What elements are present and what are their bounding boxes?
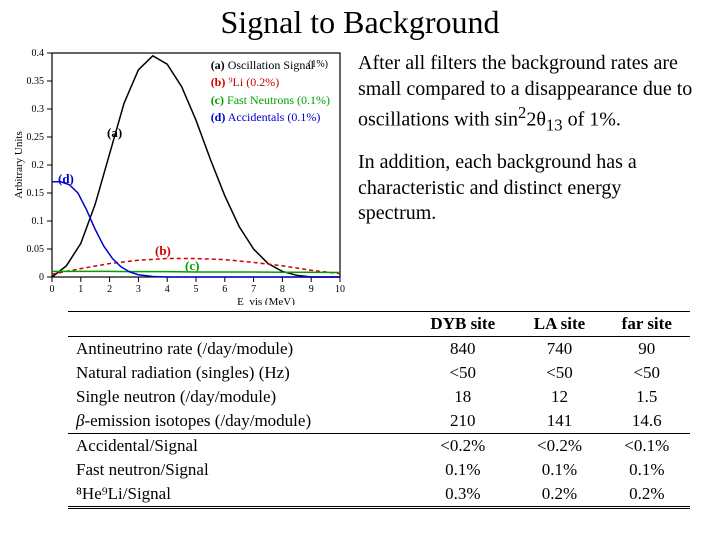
table-cell: 1.5	[604, 385, 690, 409]
table-header: LA site	[515, 312, 603, 337]
table-cell: 0.1%	[515, 458, 603, 482]
table-header: far site	[604, 312, 690, 337]
table-cell: <0.2%	[410, 434, 515, 459]
table-cell: Accidental/Signal	[68, 434, 410, 459]
rates-table: DYB siteLA sitefar site Antineutrino rate…	[68, 311, 690, 509]
table-cell: Fast neutron/Signal	[68, 458, 410, 482]
table-cell: 0.1%	[604, 458, 690, 482]
svg-text:0.25: 0.25	[27, 132, 45, 143]
svg-text:0: 0	[39, 272, 44, 283]
table-cell: 141	[515, 409, 603, 434]
svg-text:0.4: 0.4	[32, 48, 45, 59]
table-cell: ⁸He⁹Li/Signal	[68, 482, 410, 508]
svg-text:2: 2	[107, 284, 112, 295]
svg-text:E_vis (MeV): E_vis (MeV)	[237, 296, 295, 305]
table-cell: 18	[410, 385, 515, 409]
table-cell: <50	[410, 361, 515, 385]
table-header: DYB site	[410, 312, 515, 337]
table-header	[68, 312, 410, 337]
curve-label: (a)	[107, 125, 122, 141]
legend-item: (b) ⁹Li (0.2%)	[211, 74, 330, 91]
table-cell: 740	[515, 337, 603, 362]
svg-text:9: 9	[309, 284, 314, 295]
svg-text:0.05: 0.05	[27, 244, 45, 255]
table-cell: Single neutron (/day/module)	[68, 385, 410, 409]
svg-text:5: 5	[194, 284, 199, 295]
energy-spectrum-chart: 0 1 2 3 4 5 6 7 8 9 10 0 0.05 0.1 0.15 0.2 0.25 0.3 0.35 0.…	[10, 45, 350, 305]
svg-text:0: 0	[50, 284, 55, 295]
table-cell: 0.3%	[410, 482, 515, 508]
svg-text:0.3: 0.3	[32, 104, 45, 115]
svg-text:0.35: 0.35	[27, 76, 45, 87]
svg-text:8: 8	[280, 284, 285, 295]
svg-text:4: 4	[165, 284, 170, 295]
table-cell: <0.2%	[515, 434, 603, 459]
table-cell: β-emission isotopes (/day/module)	[68, 409, 410, 434]
svg-text:0.15: 0.15	[27, 188, 45, 199]
table-cell: 0.1%	[410, 458, 515, 482]
table-cell: 14.6	[604, 409, 690, 434]
table-cell: <0.1%	[604, 434, 690, 459]
table-cell: 0.2%	[604, 482, 690, 508]
table-cell: <50	[604, 361, 690, 385]
svg-text:1: 1	[78, 284, 83, 295]
svg-text:6: 6	[222, 284, 227, 295]
svg-text:0.1: 0.1	[32, 216, 45, 227]
table-cell: 12	[515, 385, 603, 409]
paragraph-2: In addition, each background has a chara…	[358, 150, 704, 227]
svg-text:Arbitrary Units: Arbitrary Units	[13, 131, 25, 199]
svg-text:3: 3	[136, 284, 141, 295]
curve-label: (b)	[155, 243, 171, 259]
description-text: After all filters the background rates a…	[350, 45, 710, 305]
table-cell: Antineutrino rate (/day/module)	[68, 337, 410, 362]
curve-label: (c)	[185, 258, 199, 274]
one-percent-label: (1%)	[308, 59, 328, 70]
upper-section: 0 1 2 3 4 5 6 7 8 9 10 0 0.05 0.1 0.15 0.2 0.25 0.3 0.35 0.…	[0, 41, 720, 305]
svg-text:10: 10	[335, 284, 345, 295]
table-cell: 0.2%	[515, 482, 603, 508]
table-cell: 840	[410, 337, 515, 362]
curve-label: (d)	[58, 171, 74, 187]
legend-item: (c) Fast Neutrons (0.1%)	[211, 92, 330, 109]
table-cell: <50	[515, 361, 603, 385]
table-cell: 90	[604, 337, 690, 362]
page-title: Signal to Background	[0, 0, 720, 41]
legend-item: (d) Accidentals (0.1%)	[211, 109, 330, 126]
table-cell: 210	[410, 409, 515, 434]
svg-text:7: 7	[251, 284, 256, 295]
table-cell: Natural radiation (singles) (Hz)	[68, 361, 410, 385]
rates-table-wrap: (a)(d)(c)(b) DYB siteLA sitefar siteAnti…	[0, 305, 720, 509]
svg-text:0.2: 0.2	[32, 160, 45, 171]
paragraph-1: After all filters the background rates a…	[358, 51, 704, 136]
